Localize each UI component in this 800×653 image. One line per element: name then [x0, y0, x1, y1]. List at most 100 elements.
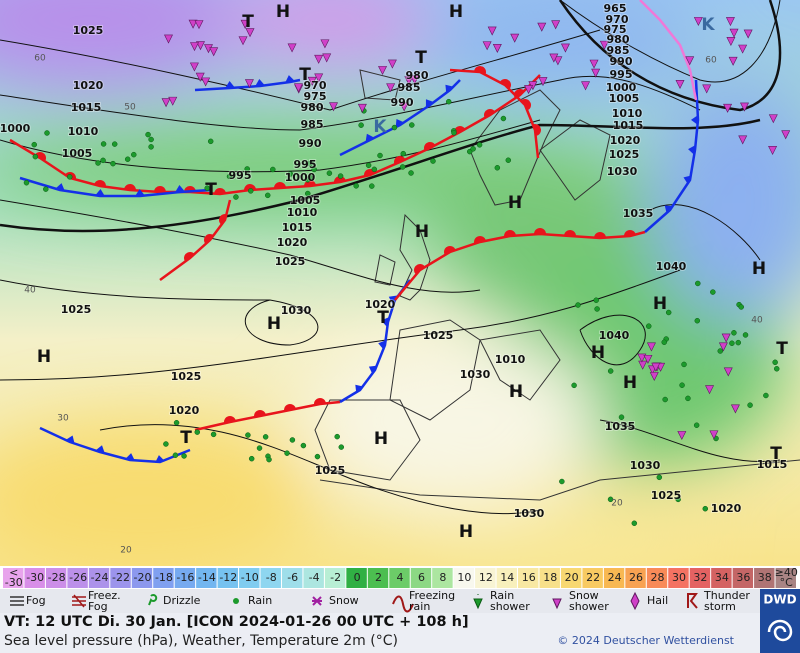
isobar-label: 1025: [73, 24, 104, 37]
isobar-label: 995: [610, 68, 633, 81]
fronts: [9, 66, 700, 464]
snow-shower: [410, 75, 420, 85]
isobar-label: 985: [398, 81, 421, 94]
snow-shower: [560, 43, 570, 53]
snow-shower: [725, 17, 735, 27]
rain-dot: [334, 433, 340, 440]
snow-shower: [702, 84, 712, 94]
isobar-label: 1000: [0, 122, 31, 135]
legend-icon: [473, 594, 483, 610]
snow-shower: [581, 81, 591, 91]
snow-shower: [209, 47, 219, 57]
colorbar-label: -4: [309, 571, 320, 584]
snow-shower: [728, 56, 738, 66]
colorbar-label: 22: [586, 571, 600, 584]
legend-label: rain: [409, 600, 430, 613]
isobar-label: 985: [607, 44, 630, 57]
rain-dot: [681, 361, 687, 368]
isobar-label: 1025: [171, 370, 202, 383]
snow-shower: [718, 342, 728, 352]
snow-shower: [386, 83, 396, 93]
logo-text: DWD: [763, 593, 796, 607]
snow-shower: [768, 114, 778, 124]
legend-label: Fog: [26, 594, 46, 607]
pressure-system: H: [276, 2, 290, 22]
pressure-system: H: [459, 522, 473, 542]
colorbar-label: -28: [48, 571, 66, 584]
colorbar-label: 8: [439, 571, 446, 584]
snow-shower: [492, 44, 502, 53]
snow-shower: [190, 42, 199, 52]
pressure-system: T: [180, 428, 192, 448]
isobar-label: 1000: [285, 171, 316, 184]
legend-icon: [233, 598, 239, 604]
rain-dot: [400, 150, 407, 157]
colorbar-cell: [603, 568, 625, 588]
colorbar-label: 6: [418, 571, 425, 584]
isobar-label: 1010: [612, 107, 643, 120]
colorbar-label: -2: [330, 571, 341, 584]
isobar-label: 1025: [609, 148, 640, 161]
snow-shower: [314, 73, 324, 83]
rain-dot: [594, 306, 600, 312]
isobar-label: 1030: [514, 507, 545, 520]
rain-dot: [262, 434, 269, 440]
grid-label: 20: [611, 499, 623, 509]
isobar-label: 1005: [290, 194, 321, 207]
colorbar-cell: [560, 568, 582, 588]
pressure-system: T: [776, 339, 788, 359]
colorbar-label: 16: [522, 571, 536, 584]
isobar-label: 980: [607, 33, 630, 46]
colorbar-cell: [196, 568, 217, 588]
rain-dot: [717, 348, 724, 354]
rain-dot: [710, 289, 716, 295]
rain-dot: [181, 453, 187, 459]
rain-dot: [31, 141, 37, 148]
rain-dot: [391, 124, 398, 131]
legend-icon: [687, 593, 698, 609]
rain-dot: [365, 162, 372, 169]
snow-shower: [329, 102, 339, 112]
snow-shower: [188, 19, 198, 29]
snow-shower: [685, 56, 695, 66]
isobar-label: 1005: [62, 147, 93, 160]
isobar-label: 1015: [71, 101, 102, 114]
rain-dot: [369, 183, 375, 189]
pressure-system: H: [653, 294, 667, 314]
isobar-label: 1035: [605, 420, 636, 433]
snow-shower: [743, 29, 753, 39]
colorbar-label: -22: [112, 571, 130, 584]
snow-shower: [677, 431, 687, 441]
colorbar-cell: [625, 568, 646, 588]
rain-dot: [233, 194, 239, 200]
legend-label: Freez.: [88, 589, 121, 602]
colorbar-cell: [239, 568, 260, 588]
snow-shower: [551, 20, 561, 30]
snow-shower: [730, 404, 740, 414]
colorbar-label: 32: [693, 571, 707, 584]
colorbar-cell: [131, 568, 153, 588]
colorbar-cell: [281, 568, 303, 588]
description: Sea level pressure (hPa), Weather, Tempe…: [4, 633, 398, 649]
legend-label: Snow: [569, 589, 599, 602]
rain-dot: [226, 173, 233, 180]
rain-dot: [338, 444, 345, 450]
snow-shower: [721, 333, 731, 343]
snow-shower: [693, 17, 703, 27]
colorbar-cell: [496, 568, 518, 588]
legend-icon: [630, 591, 640, 611]
rain-dot: [305, 190, 311, 197]
isobar-label: 965: [604, 2, 627, 15]
pressure-system: H: [374, 429, 388, 449]
rain-dot: [665, 309, 672, 316]
isobar-label: 970: [606, 13, 629, 26]
colorbar-cell: [67, 568, 88, 588]
rain-dot: [742, 332, 749, 338]
rain-dot: [245, 432, 251, 438]
legend: Fog Freez.Fog Drizzle Rain Snow FreezingrainR…: [10, 589, 750, 613]
grid-label: 40: [24, 286, 36, 296]
isobar-label: 980: [406, 69, 429, 82]
snow-shower: [729, 28, 739, 38]
colorbar-cell: [24, 568, 45, 588]
pressure-system: T: [242, 12, 254, 32]
